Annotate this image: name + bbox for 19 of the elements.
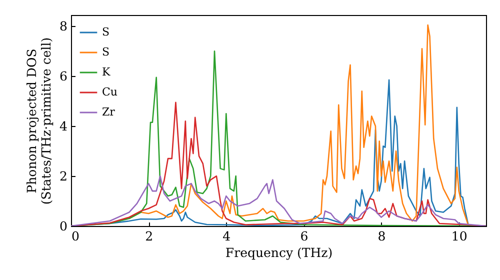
line-series: [71, 175, 486, 226]
x-axis-title: Frequency (THz): [225, 245, 333, 260]
y-tick-label: 4: [60, 118, 68, 134]
y-tick-label: 8: [60, 18, 68, 34]
x-tick-label: 2: [145, 228, 154, 244]
y-tick-label: 2: [60, 168, 68, 184]
y-tick-label: 6: [60, 68, 68, 84]
x-tick-label: 10: [451, 228, 468, 244]
legend-label: S: [102, 46, 110, 58]
x-tick-label: 0: [72, 228, 80, 244]
legend-label: Zr: [102, 106, 116, 118]
y-tick-label: 0: [60, 218, 68, 234]
x-tick-label: 6: [300, 228, 308, 244]
legend-label: K: [102, 66, 111, 78]
y-axis-title: Phonon projected DOS (States/THz·primitive cell): [24, 37, 54, 205]
x-tick-label: 8: [378, 228, 386, 244]
x-tick-label: 4: [222, 228, 231, 244]
legend-label: Cu: [102, 86, 118, 98]
legend-label: S: [102, 26, 110, 38]
